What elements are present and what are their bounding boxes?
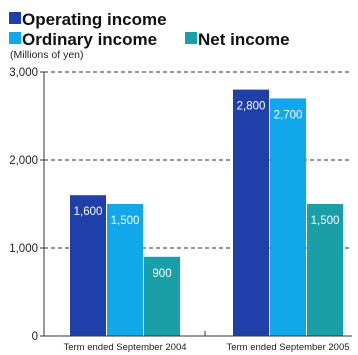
legend-swatch [9, 12, 21, 24]
x-category-label: Term ended September 2005 [226, 342, 349, 353]
bar-data-label: 1,500 [311, 215, 340, 227]
bar [233, 89, 269, 336]
bar-data-label: 1,600 [74, 206, 103, 218]
bar [107, 204, 143, 336]
y-tick-label: 1,000 [9, 243, 38, 255]
bar-data-label: 1,500 [111, 215, 140, 227]
axes [43, 72, 352, 337]
y-tick-label: 2,000 [9, 155, 38, 167]
x-axis-categories: Term ended September 2004 Term ended Sept… [63, 342, 349, 353]
bar [270, 98, 306, 337]
legend-label: Ordinary income [22, 30, 157, 49]
bar-data-label: 900 [152, 268, 171, 280]
bar-data-label: 2,700 [274, 109, 303, 121]
bar [144, 256, 180, 336]
legend-label: Operating income [22, 10, 167, 29]
bar-data-label: 2,800 [237, 101, 266, 113]
y-axis-ticks: 0 1,000 2,000 3,000 [9, 67, 44, 343]
y-tick-label: 3,000 [9, 67, 38, 79]
bar [70, 195, 106, 336]
legend-swatch [9, 32, 21, 44]
legend-label: Net income [198, 30, 290, 49]
bar [307, 204, 343, 336]
y-tick-label: 0 [32, 331, 38, 343]
bars: 1,600 1,500 900 2,800 2,700 1,500 [70, 89, 343, 337]
x-category-label: Term ended September 2004 [63, 342, 186, 353]
legend-swatch [185, 32, 197, 44]
y-axis-unit-label: (Millions of yen) [10, 49, 84, 61]
